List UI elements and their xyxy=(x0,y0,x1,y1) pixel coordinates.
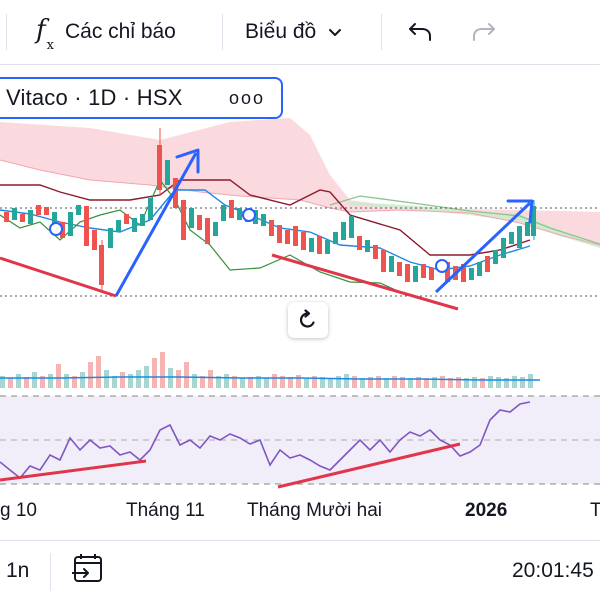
kijun-line xyxy=(0,179,531,256)
chart-type-button[interactable]: Biểu đồ xyxy=(245,0,344,64)
tenkan-line xyxy=(0,189,531,271)
toolbar-divider xyxy=(381,14,382,50)
top-toolbar: fx Các chỉ báo Biểu đồ xyxy=(0,0,600,65)
candlesticks xyxy=(4,128,536,290)
alert-marker-icon[interactable] xyxy=(49,222,63,236)
chart-type-label: Biểu đồ xyxy=(245,20,317,43)
time-axis-label: Tháng Mười hai xyxy=(247,500,383,521)
toolbar-divider xyxy=(222,14,223,50)
redo-button[interactable] xyxy=(466,14,502,50)
refresh-icon xyxy=(299,309,315,328)
red-trendline[interactable] xyxy=(0,256,117,298)
rsi-trendline[interactable] xyxy=(0,459,147,482)
time-axis-label: Tháng 11 xyxy=(126,500,205,521)
time-axis-label: 2026 xyxy=(465,500,508,521)
ichimoku-cloud-bearish xyxy=(0,118,600,245)
reset-chart-button[interactable] xyxy=(288,302,328,338)
volume-ma-line xyxy=(0,376,540,381)
clock: 20:01:45 xyxy=(512,559,594,582)
red-trendline[interactable] xyxy=(271,253,459,311)
rsi-line xyxy=(0,401,531,480)
undo-button[interactable] xyxy=(402,14,438,50)
senkou-span-a xyxy=(329,195,600,245)
alert-marker-icon[interactable] xyxy=(242,208,256,222)
alert-marker-icon[interactable] xyxy=(435,259,449,273)
blue-arrow[interactable] xyxy=(434,199,534,294)
go-to-date-button[interactable] xyxy=(70,551,108,591)
interval-button[interactable]: 1n xyxy=(6,559,30,582)
redo-icon xyxy=(473,23,495,41)
price-chart[interactable] xyxy=(0,65,600,545)
bottom-bar: 1n 20:01:45 xyxy=(0,540,600,601)
indicators-label: Các chỉ báo xyxy=(64,20,176,43)
more-options-icon[interactable]: ooo xyxy=(228,88,265,108)
time-axis-label: g 10 xyxy=(0,500,37,521)
bottom-divider xyxy=(50,553,51,591)
calendar-goto-icon xyxy=(72,554,102,582)
undo-icon xyxy=(409,23,431,41)
fx-icon: fx xyxy=(36,15,54,53)
toolbar-left-edge xyxy=(6,0,14,64)
rsi-trendline[interactable] xyxy=(277,442,461,489)
volume-bars xyxy=(0,352,533,388)
indicators-button[interactable]: fx Các chỉ báo xyxy=(36,0,176,64)
blue-arrow[interactable] xyxy=(114,148,200,297)
chevron-down-icon xyxy=(329,29,342,36)
symbol-title: Vitaco · 1D · HSX xyxy=(6,85,183,110)
ichimoku-cloud-bullish xyxy=(350,202,600,248)
time-axis-label: T xyxy=(590,500,600,521)
symbol-legend[interactable]: Vitaco · 1D · HSX ooo xyxy=(0,77,283,119)
